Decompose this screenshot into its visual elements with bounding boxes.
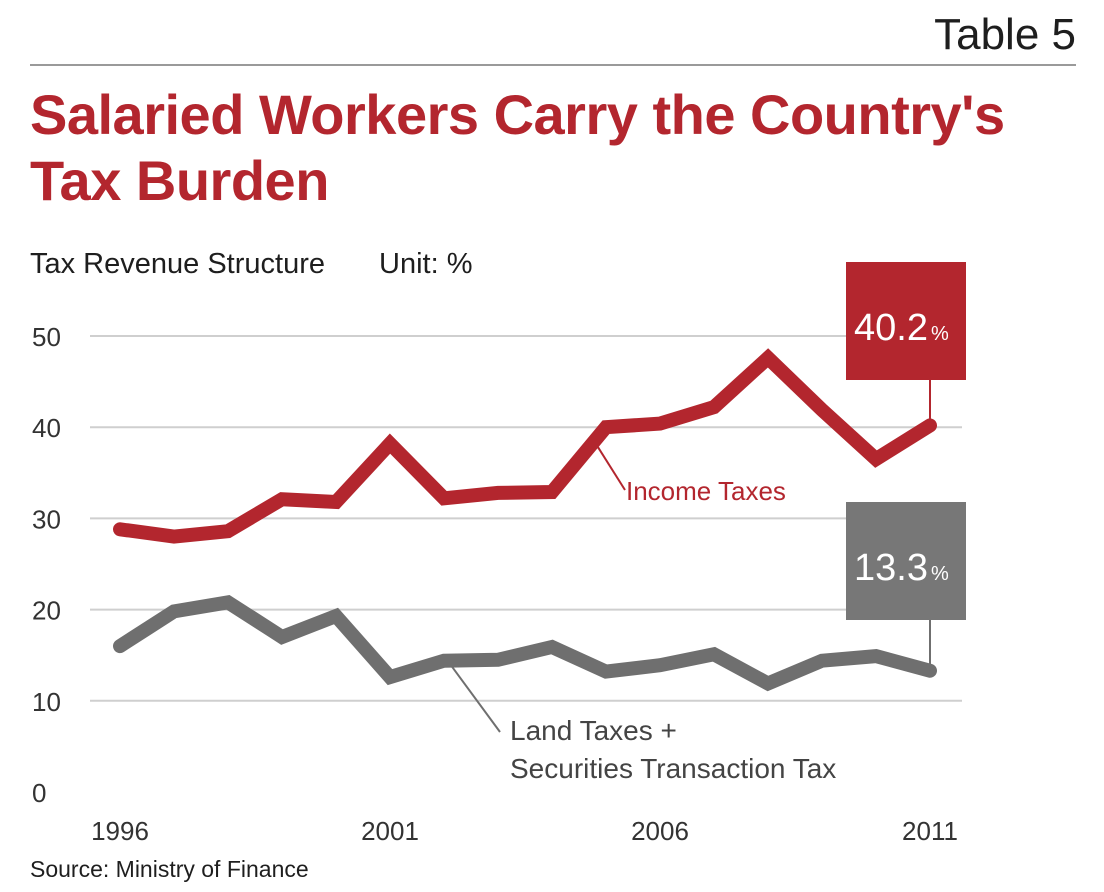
land-label-leader bbox=[451, 666, 501, 733]
callout-box-land bbox=[846, 502, 966, 620]
x-tick-label: 2011 bbox=[902, 816, 958, 846]
x-tick-label: 2001 bbox=[361, 816, 419, 846]
y-tick-label: 30 bbox=[32, 504, 61, 534]
series-line-land-securities-taxes bbox=[113, 594, 937, 692]
income-label-leader bbox=[597, 446, 626, 491]
unit-label: Unit: % bbox=[379, 248, 473, 280]
y-tick-label: 10 bbox=[32, 687, 61, 717]
chart-subtitle: Tax Revenue Structure Unit: % bbox=[30, 248, 473, 281]
series-label-income: Income Taxes bbox=[626, 476, 786, 506]
table-number-label: Table 5 bbox=[934, 10, 1076, 59]
callout-unit-land: % bbox=[931, 563, 949, 585]
callout-box-income bbox=[846, 262, 966, 380]
y-tick-label: 20 bbox=[32, 596, 61, 626]
series-label-land-line2: Securities Transaction Tax bbox=[510, 753, 836, 784]
source-note: Source: Ministry of Finance bbox=[30, 856, 309, 882]
series-label-land-line1: Land Taxes + bbox=[510, 715, 677, 746]
x-tick-label: 2006 bbox=[631, 816, 689, 846]
callout-unit-income: % bbox=[931, 323, 949, 345]
chart-title: Salaried Workers Carry the Country's Tax… bbox=[30, 83, 1005, 212]
series-line-income-taxes bbox=[113, 348, 937, 544]
y-tick-label: 40 bbox=[32, 413, 61, 443]
x-tick-label: 1996 bbox=[91, 816, 149, 846]
y-tick-label: 0 bbox=[32, 778, 46, 808]
header-rule bbox=[30, 64, 1076, 66]
y-tick-label: 50 bbox=[32, 322, 61, 352]
subtitle-text: Tax Revenue Structure bbox=[30, 248, 325, 280]
